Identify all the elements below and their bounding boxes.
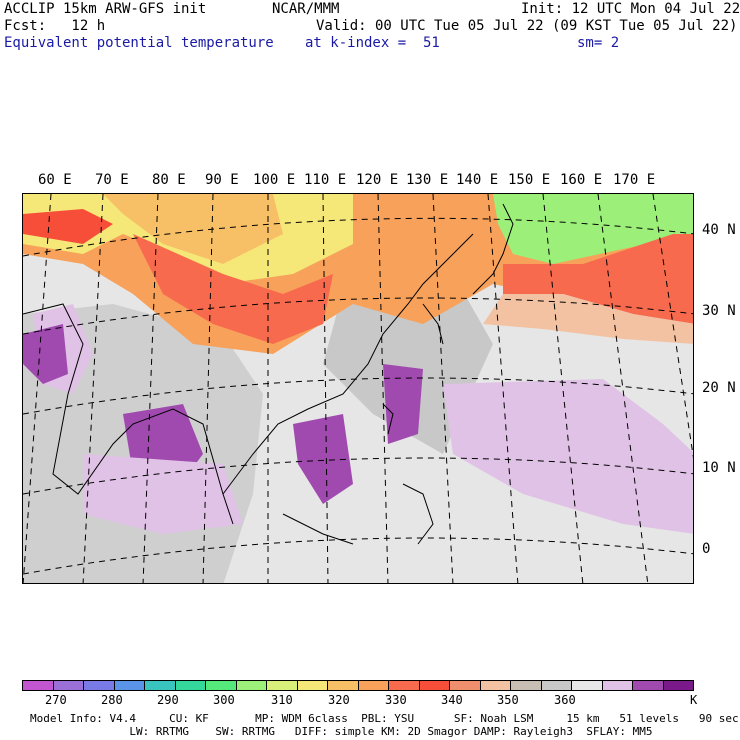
producer-label: NCAR/MMM	[272, 1, 340, 17]
colorbar-swatch	[53, 681, 84, 690]
colorbar-tick-label: 340	[441, 693, 463, 707]
colorbar-swatch	[663, 681, 693, 690]
colorbar-tick-label: 310	[271, 693, 293, 707]
colorbar-tick-label: 280	[101, 693, 123, 707]
longitude-label: 90 E	[205, 172, 239, 188]
latitude-label: 40 N	[702, 222, 736, 238]
colorbar-tick-label: 320	[328, 693, 350, 707]
longitude-label: 110 E	[304, 172, 347, 188]
colorbar-swatch	[572, 681, 603, 690]
colorbar-swatch	[175, 681, 206, 690]
colorbar-tick-label: 290	[157, 693, 179, 707]
longitude-label: 70 E	[95, 172, 129, 188]
colorbar-tick-label: 360	[554, 693, 576, 707]
colorbar-swatch	[84, 681, 115, 690]
colorbar-swatch	[358, 681, 389, 690]
latitude-label: 10 N	[702, 460, 736, 476]
colorbar-tick-label: 330	[385, 693, 407, 707]
colorbar-tick-label: 270	[45, 693, 67, 707]
smoothing: sm= 2	[577, 35, 620, 51]
colorbar-unit: K	[690, 693, 698, 707]
map-panel	[22, 193, 694, 584]
longitude-label: 140 E	[456, 172, 499, 188]
colorbar-swatch	[511, 681, 542, 690]
forecast-hour: Fcst: 12 h	[4, 18, 106, 34]
colorbar-swatch	[236, 681, 267, 690]
k-index: at k-index = 51	[305, 35, 440, 51]
colorbar-swatch	[206, 681, 237, 690]
colorbar-swatch	[328, 681, 359, 690]
longitude-label: 80 E	[152, 172, 186, 188]
latitude-label: 0	[702, 541, 711, 557]
model-info-line1: Model Info: V4.4 CU: KF MP: WDM 6class P…	[30, 712, 739, 725]
colorbar-swatch	[389, 681, 420, 690]
colorbar-swatch	[419, 681, 450, 690]
colorbar-swatch	[114, 681, 145, 690]
longitude-label: 130 E	[406, 172, 449, 188]
model-title: ACCLIP 15km ARW-GFS init	[4, 1, 207, 17]
colorbar-swatch	[145, 681, 176, 690]
longitude-label: 120 E	[356, 172, 399, 188]
colorbar	[22, 680, 694, 691]
colorbar-swatch	[297, 681, 328, 690]
init-time: Init: 12 UTC Mon 04 Jul 22	[521, 1, 740, 17]
latitude-label: 30 N	[702, 303, 736, 319]
valid-time: Valid: 00 UTC Tue 05 Jul 22 (09 KST Tue …	[316, 18, 738, 34]
colorbar-swatch	[602, 681, 633, 690]
latitude-label: 20 N	[702, 380, 736, 396]
longitude-label: 100 E	[253, 172, 296, 188]
colorbar-swatch	[267, 681, 298, 690]
colorbar-tick-label: 300	[213, 693, 235, 707]
theta-e-field	[23, 194, 693, 583]
longitude-label: 170 E	[613, 172, 656, 188]
colorbar-swatch	[23, 681, 54, 690]
colorbar-tick-label: 350	[497, 693, 519, 707]
colorbar-swatch	[450, 681, 481, 690]
longitude-label: 160 E	[560, 172, 603, 188]
longitude-label: 150 E	[508, 172, 551, 188]
field-name: Equivalent potential temperature	[4, 35, 274, 51]
colorbar-swatch	[480, 681, 511, 690]
colorbar-swatch	[541, 681, 572, 690]
model-info-line2: LW: RRTMG SW: RRTMG DIFF: simple KM: 2D …	[30, 725, 653, 738]
colorbar-swatch	[633, 681, 664, 690]
longitude-label: 60 E	[38, 172, 72, 188]
